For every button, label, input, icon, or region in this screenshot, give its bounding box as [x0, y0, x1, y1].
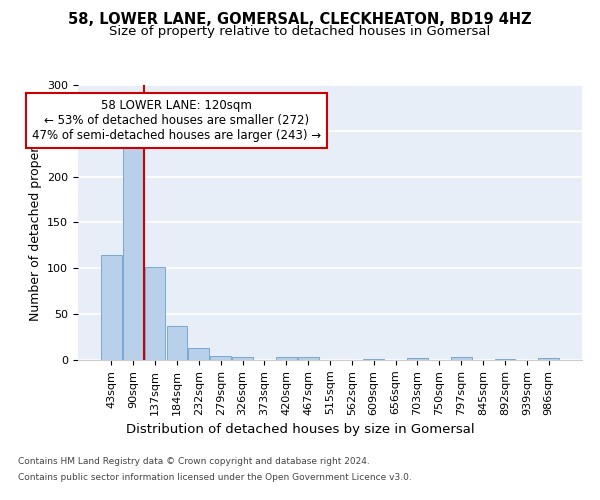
Text: Size of property relative to detached houses in Gomersal: Size of property relative to detached ho… — [109, 25, 491, 38]
Bar — [210, 356, 231, 360]
Bar — [451, 357, 472, 360]
Bar — [538, 358, 559, 360]
Text: 58 LOWER LANE: 120sqm
← 53% of detached houses are smaller (272)
47% of semi-det: 58 LOWER LANE: 120sqm ← 53% of detached … — [32, 98, 322, 142]
Bar — [494, 359, 515, 360]
Bar — [276, 357, 296, 360]
Bar — [145, 268, 166, 360]
Bar — [101, 254, 122, 360]
Text: Contains public sector information licensed under the Open Government Licence v3: Contains public sector information licen… — [18, 472, 412, 482]
Bar — [407, 358, 428, 360]
Bar — [298, 357, 319, 360]
Y-axis label: Number of detached properties: Number of detached properties — [29, 124, 41, 321]
Bar — [167, 326, 187, 360]
Bar — [188, 348, 209, 360]
Bar — [123, 140, 143, 360]
Text: Contains HM Land Registry data © Crown copyright and database right 2024.: Contains HM Land Registry data © Crown c… — [18, 458, 370, 466]
Bar — [364, 359, 384, 360]
Text: 58, LOWER LANE, GOMERSAL, CLECKHEATON, BD19 4HZ: 58, LOWER LANE, GOMERSAL, CLECKHEATON, B… — [68, 12, 532, 28]
Bar — [232, 357, 253, 360]
Text: Distribution of detached houses by size in Gomersal: Distribution of detached houses by size … — [125, 422, 475, 436]
